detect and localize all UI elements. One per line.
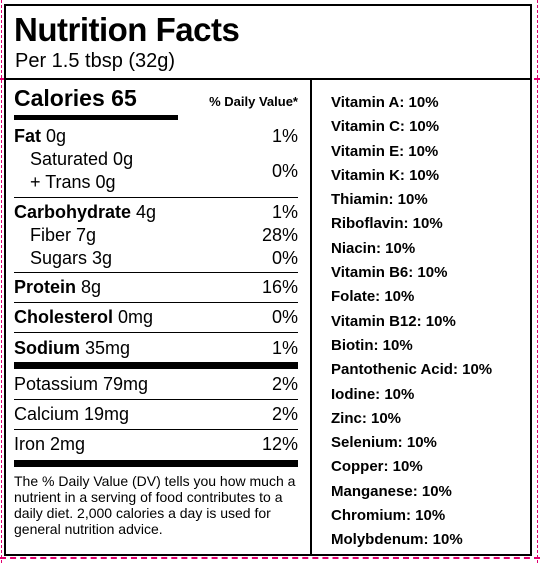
fat-pct: 1% [271, 126, 298, 146]
protein-pct: 16% [261, 277, 298, 297]
fat-name: Fat [14, 126, 41, 146]
carb-pct: 1% [271, 202, 298, 222]
sugars-label: Sugars 3g [30, 248, 113, 268]
nutrition-label-frame [4, 4, 532, 556]
vitamin-list: Vitamin A: 10% Vitamin C: 10% Vitamin E:… [331, 91, 531, 553]
divider-potassium [14, 399, 298, 400]
label-title: Nutrition Facts [14, 11, 240, 48]
sugars-pct: 0% [271, 248, 298, 268]
vitamin-item: Manganese: 10% [331, 482, 452, 500]
vitamin-item: Vitamin K: 10% [331, 166, 440, 184]
crop-guide-left [1, 0, 2, 563]
divider-sodium-thick [14, 362, 298, 369]
sat-trans-pct: 0% [271, 161, 298, 181]
vitamin-item: Iodine: 10% [331, 385, 415, 403]
carb-name: Carbohydrate [14, 202, 132, 222]
calories-row: Calories 65 % Daily Value* [14, 85, 298, 115]
protein-name: Protein [14, 277, 77, 297]
vitamin-item: Vitamin E: 10% [331, 142, 439, 160]
iron-label: Iron 2mg [14, 434, 86, 454]
vitamin-item: Vitamin B12: 10% [331, 312, 456, 330]
vitamin-item: Vitamin C: 10% [331, 118, 440, 136]
trans-label: + Trans 0g [30, 172, 116, 192]
crop-guide-right [537, 0, 538, 563]
vitamin-item: Riboflavin: 10% [331, 215, 443, 233]
protein-amount: 8g [76, 277, 102, 297]
vitamin-item: Folate: 10% [331, 288, 415, 306]
vitamin-item: Molybdenum: 10% [331, 531, 463, 549]
fiber-pct: 28% [261, 225, 298, 245]
iron-pct: 12% [261, 434, 298, 454]
crop-guide-bottom [0, 557, 540, 559]
vitamin-item: Biotin: 10% [331, 336, 413, 354]
saturated-label: Saturated 0g [30, 149, 134, 169]
header-rule [4, 78, 532, 80]
divider-calcium [14, 429, 298, 430]
potassium-pct: 2% [271, 374, 298, 394]
serving-size: Per 1.5 tbsp (32g) [15, 50, 176, 72]
column-divider [310, 78, 312, 556]
calcium-label: Calcium 19mg [14, 404, 130, 424]
vitamin-item: Zinc: 10% [331, 409, 402, 427]
vitamin-item: Selenium: 10% [331, 434, 437, 452]
cholesterol-name: Cholesterol [14, 307, 114, 327]
divider-carb [14, 272, 298, 273]
divider-cholesterol [14, 332, 298, 333]
calcium-pct: 2% [271, 404, 298, 424]
vitamin-item: Pantothenic Acid: 10% [331, 361, 493, 379]
cholesterol-amount: 0mg [113, 307, 154, 327]
vitamin-item: Chromium: 10% [331, 507, 446, 525]
vitamin-item: Copper: 10% [331, 458, 423, 476]
calories-underline [14, 115, 178, 120]
potassium-label: Potassium 79mg [14, 374, 149, 394]
calories-label: Calories 65 [14, 85, 137, 111]
carb-amount: 4g [131, 202, 157, 222]
vitamin-item: Niacin: 10% [331, 239, 416, 257]
divider-iron-thick [14, 460, 298, 467]
vitamin-item: Vitamin B6: 10% [331, 264, 448, 282]
sodium-pct: 1% [271, 338, 298, 358]
vitamin-item: Thiamin: 10% [331, 191, 428, 209]
fat-amount: 0g [41, 126, 67, 146]
cholesterol-pct: 0% [271, 307, 298, 327]
vitamin-item: Vitamin A: 10% [331, 94, 439, 111]
sodium-name: Sodium [14, 338, 80, 358]
divider-fat [14, 197, 298, 198]
daily-value-header: % Daily Value* [209, 94, 298, 109]
fiber-label: Fiber 7g [30, 225, 97, 245]
daily-value-footnote: The % Daily Value (DV) tells you how muc… [14, 473, 296, 537]
divider-protein [14, 302, 298, 303]
sodium-amount: 35mg [80, 338, 131, 358]
